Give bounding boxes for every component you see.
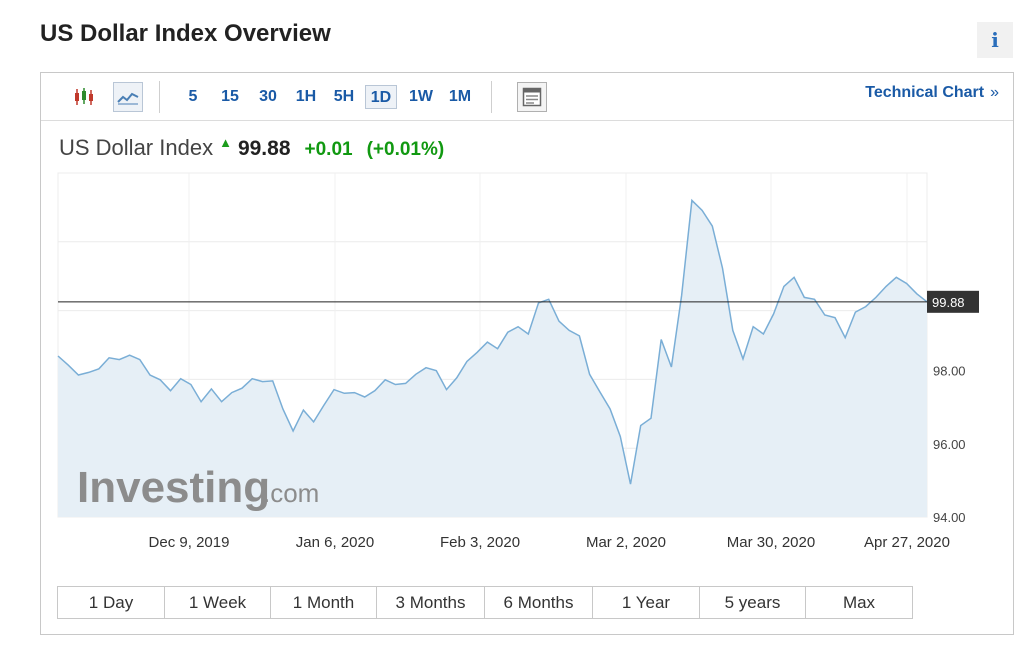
range-1-year[interactable]: 1 Year: [593, 587, 700, 618]
line-chart-icon[interactable]: [113, 82, 143, 112]
timeframe-1w[interactable]: 1W: [409, 88, 433, 105]
range-1-month[interactable]: 1 Month: [271, 587, 377, 618]
series-area: [58, 200, 927, 517]
timeframe-1d[interactable]: 1D: [365, 85, 397, 109]
technical-chart-link[interactable]: Technical Chart »: [865, 84, 999, 102]
candlestick-icon[interactable]: [69, 82, 99, 112]
timeframe-1h[interactable]: 1H: [295, 88, 317, 105]
x-tick-label: Dec 9, 2019: [149, 534, 230, 551]
info-icon[interactable]: i: [977, 22, 1013, 58]
price-change: +0.01: [304, 139, 353, 160]
timeframe-5[interactable]: 5: [188, 88, 198, 105]
current-price-label: 99.88: [932, 295, 965, 310]
technical-chart-label: Technical Chart: [865, 84, 985, 101]
y-tick-label: 94.00: [933, 510, 966, 525]
timeframe-30[interactable]: 30: [259, 88, 277, 105]
up-arrow-icon: ▲: [219, 135, 232, 150]
y-tick-label: 96.00: [933, 437, 966, 452]
quote-header: US Dollar Index ▲ 99.88 +0.01 (+0.01%): [59, 135, 444, 161]
range-1-week[interactable]: 1 Week: [165, 587, 271, 618]
y-tick-label: 98.00: [933, 364, 966, 379]
range-3-months[interactable]: 3 Months: [377, 587, 485, 618]
range-5-years[interactable]: 5 years: [700, 587, 806, 618]
y-axis: 94.00 96.00 98.00: [933, 364, 966, 525]
price-change-percent: (+0.01%): [366, 139, 445, 160]
price-chart[interactable]: 94.00 96.00 98.00 Dec 9, 2019 Jan 6, 2020 Fe…: [41, 73, 1013, 573]
x-tick-label: Jan 6, 2020: [296, 534, 374, 551]
current-price-tag: 99.88: [927, 290, 979, 313]
watermark-brand: Investing: [77, 463, 270, 512]
page-title: US Dollar Index Overview: [40, 20, 331, 47]
chart-panel: 5 15 30 1H 5H 1D 1W 1M Technical Chart» …: [40, 72, 1014, 635]
range-1-day[interactable]: 1 Day: [58, 587, 165, 618]
timeframe-1m[interactable]: 1M: [448, 88, 472, 105]
x-tick-label: Feb 3, 2020: [440, 534, 520, 551]
x-tick-label: Mar 30, 2020: [727, 534, 815, 551]
chart-toolbar: 5 15 30 1H 5H 1D 1W 1M Technical Chart »: [41, 73, 1013, 121]
timeframe-15[interactable]: 15: [221, 88, 239, 105]
x-tick-label: Apr 27, 2020: [864, 534, 950, 551]
range-selector: 1 Day 1 Week 1 Month 3 Months 6 Months 1…: [57, 586, 913, 619]
watermark-suffix: .com: [263, 478, 319, 508]
instrument-name: US Dollar Index: [59, 135, 214, 160]
last-price: 99.88: [237, 137, 291, 160]
series-line: [57, 198, 928, 485]
calendar-table-icon[interactable]: [517, 82, 547, 112]
range-max[interactable]: Max: [806, 587, 912, 618]
chevron-right-icon: »: [990, 84, 999, 101]
x-tick-label: Mar 2, 2020: [586, 534, 666, 551]
timeframe-5h[interactable]: 5H: [333, 88, 355, 105]
watermark: Investing .com: [77, 463, 319, 512]
range-6-months[interactable]: 6 Months: [485, 587, 593, 618]
toolbar-divider: [491, 81, 492, 113]
toolbar-divider: [159, 81, 160, 113]
x-axis: Dec 9, 2019 Jan 6, 2020 Feb 3, 2020 Mar 2, …: [149, 534, 950, 551]
